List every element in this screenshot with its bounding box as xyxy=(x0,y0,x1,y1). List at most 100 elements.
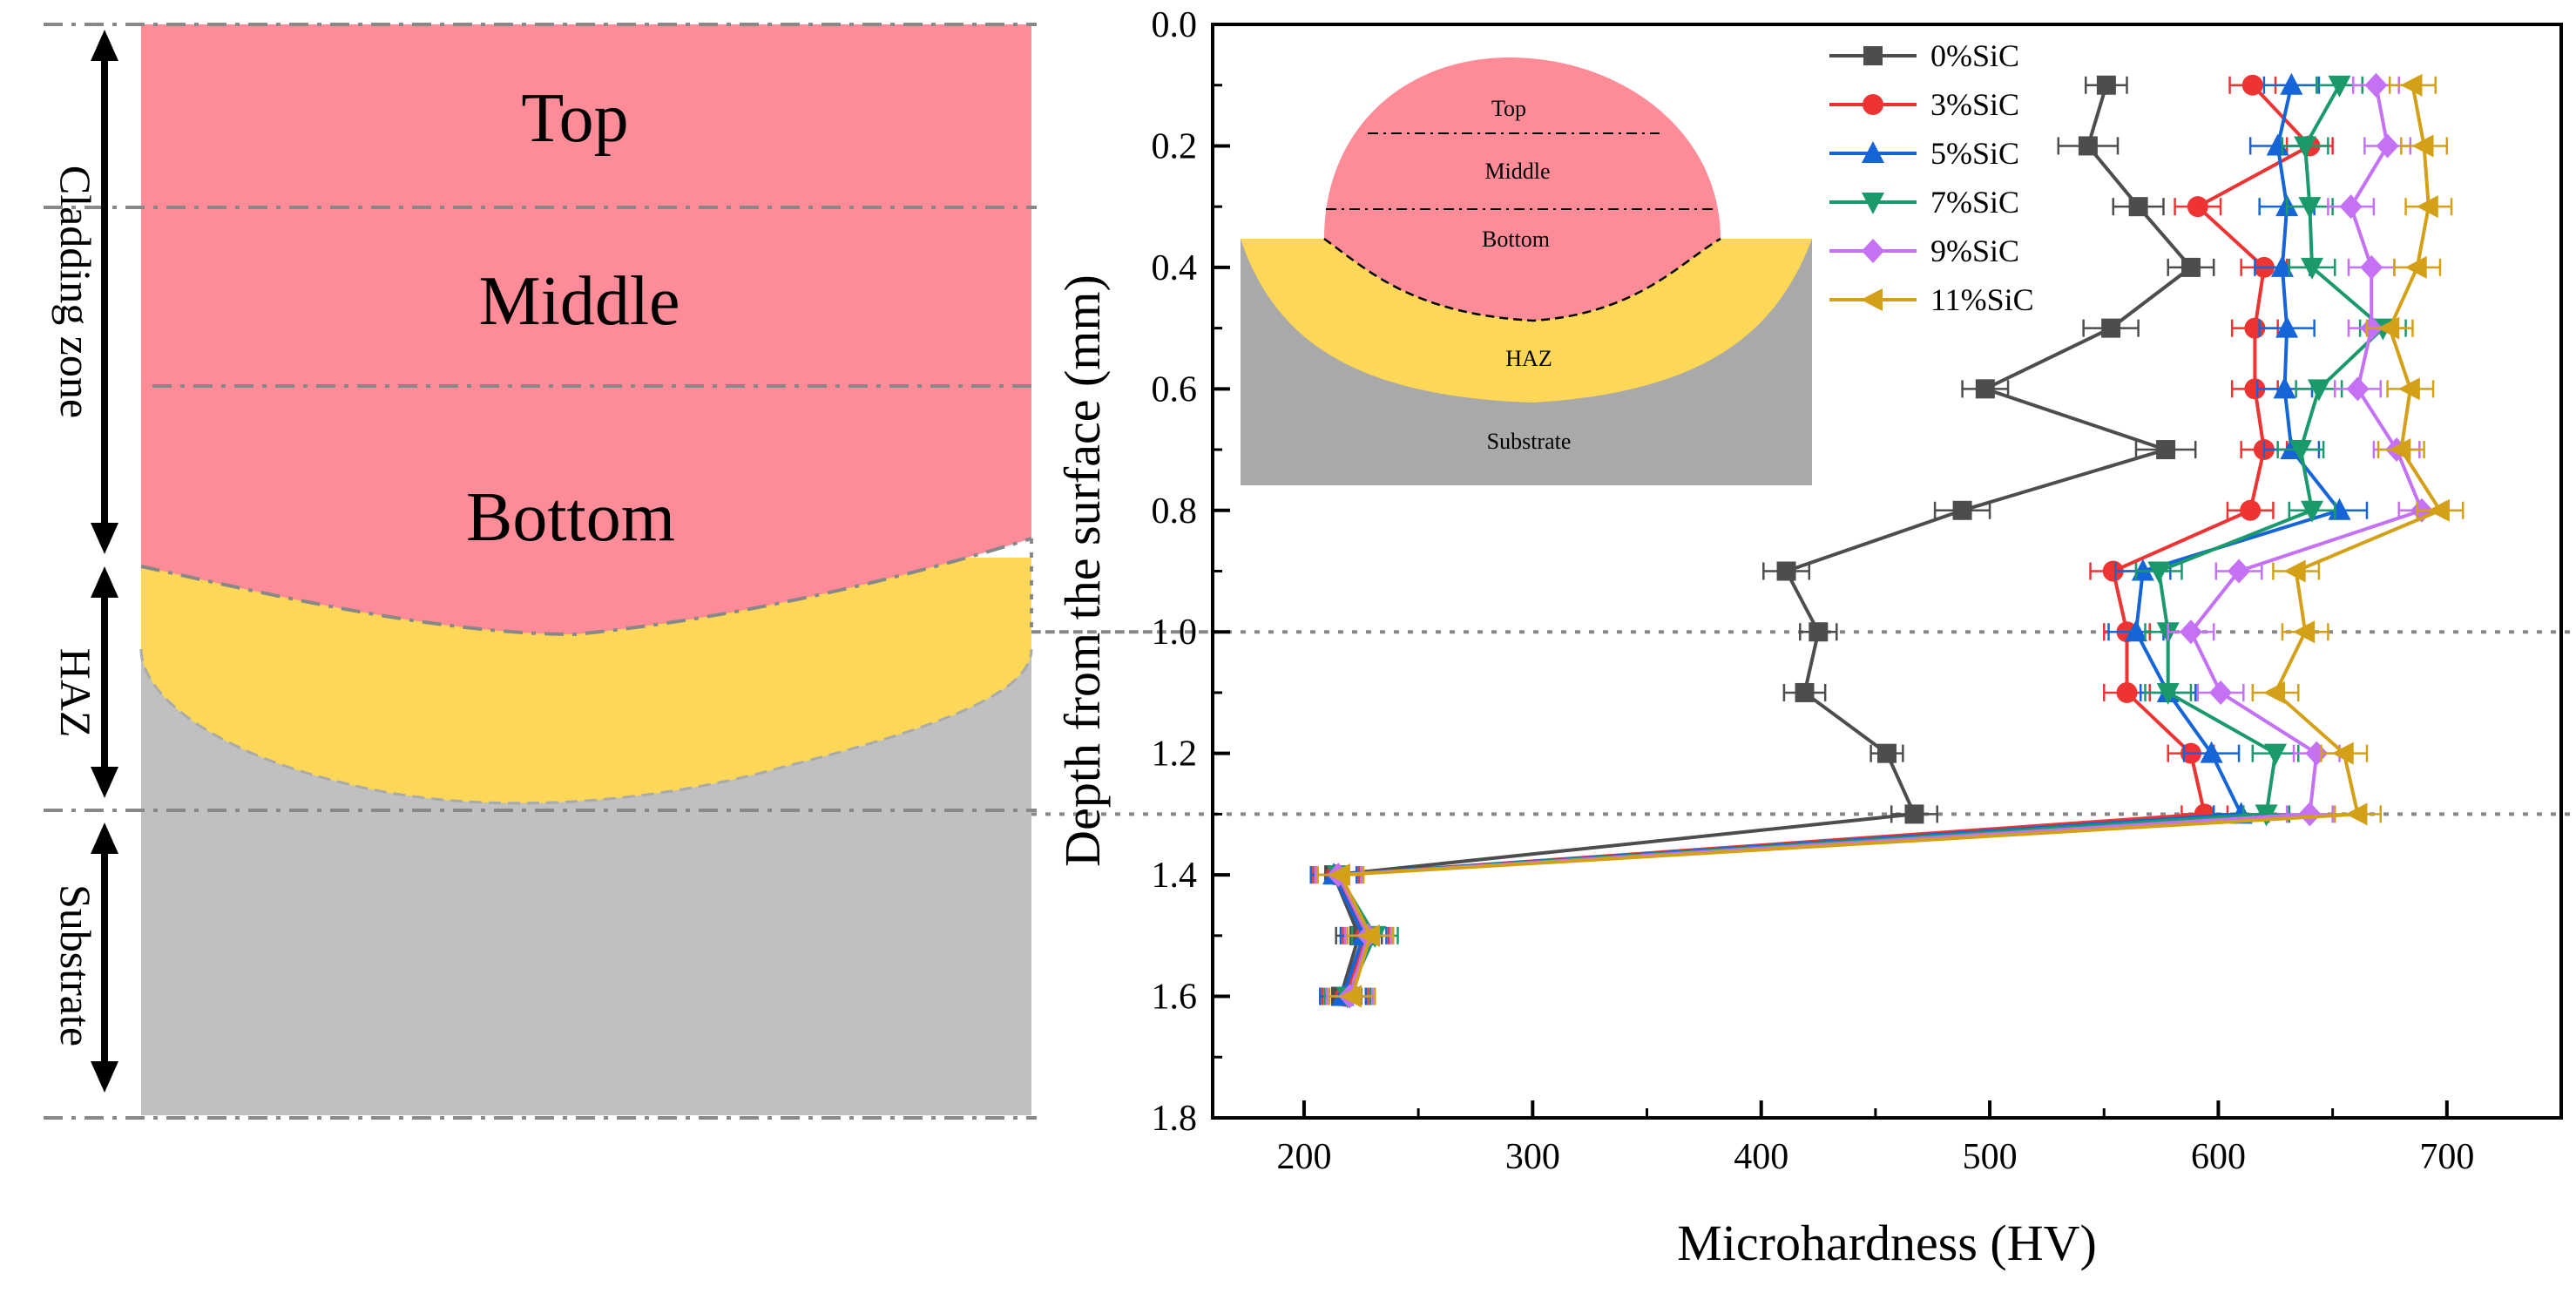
data-point xyxy=(2411,134,2434,158)
zone-label-middle: Middle xyxy=(478,263,679,340)
x-tick-label: 700 xyxy=(2419,1137,2474,1177)
reference-connector xyxy=(1030,538,1213,634)
y-tick-label: 0.8 xyxy=(1152,491,1198,531)
side-label-haz: HAZ xyxy=(51,648,100,738)
data-point xyxy=(1975,379,1995,399)
data-point xyxy=(1877,743,1897,763)
legend-marker xyxy=(1862,141,1884,163)
data-point xyxy=(1776,561,1796,581)
legend-label: 11%SiC xyxy=(1930,282,2034,317)
data-point xyxy=(2400,73,2423,97)
y-tick-label: 1.8 xyxy=(1152,1099,1198,1139)
y-tick-label: 0.6 xyxy=(1152,369,1198,410)
legend-item: 11%SiC xyxy=(1829,282,2034,317)
data-point xyxy=(2377,316,2400,340)
inset-label-haz: HAZ xyxy=(1505,346,1552,371)
series-line xyxy=(1337,85,2443,998)
y-tick-label: 0.4 xyxy=(1152,248,1198,288)
data-point xyxy=(2301,500,2324,523)
data-point xyxy=(2364,72,2388,98)
data-point xyxy=(2266,133,2289,156)
data-point xyxy=(2298,197,2322,220)
y-tick-label: 1.4 xyxy=(1152,856,1198,896)
y-tick-label: 1.2 xyxy=(1152,735,1198,775)
x-tick-label: 400 xyxy=(1734,1137,1788,1177)
data-point xyxy=(2360,254,2383,280)
data-point xyxy=(2289,440,2312,463)
data-point xyxy=(2102,560,2124,582)
zone-label-bottom: Bottom xyxy=(466,479,675,556)
legend-item: 7%SiC xyxy=(1829,185,2019,220)
data-point xyxy=(2240,499,2262,521)
data-point xyxy=(1340,985,1362,1008)
data-point xyxy=(2397,377,2420,401)
data-point xyxy=(2180,257,2201,277)
chart-panel: 200 300 400 500 600 700 0.0 0.2 0.4 0.6 0.8 1.0 1.2… xyxy=(1030,5,2576,1271)
y-tick-label: 0.0 xyxy=(1152,5,1198,45)
legend-label: 0%SiC xyxy=(1930,38,2019,73)
data-point xyxy=(2147,561,2171,584)
haz-region xyxy=(141,558,1031,803)
legend-marker xyxy=(1863,46,1883,65)
data-point xyxy=(2301,257,2324,280)
zone-label-top: Top xyxy=(521,80,628,157)
legend-marker xyxy=(1862,239,1884,263)
data-point xyxy=(2264,743,2288,766)
fusion-boundary-line xyxy=(140,537,1032,637)
legend-marker xyxy=(1863,94,1883,115)
inset-label-bottom: Bottom xyxy=(1482,227,1550,252)
inset-label-substrate: Substrate xyxy=(1487,429,1572,454)
data-point xyxy=(2187,196,2208,218)
data-point xyxy=(2345,802,2368,826)
x-tick-label: 500 xyxy=(1963,1137,2018,1177)
data-point xyxy=(2294,136,2317,159)
data-point xyxy=(2404,255,2427,279)
legend-marker xyxy=(1861,288,1883,311)
data-point xyxy=(2270,254,2294,277)
y-axis: 0.0 0.2 0.4 0.6 0.8 1.0 1.2 1.4 1.6 1.8 xyxy=(1152,5,1230,1139)
legend-label: 3%SiC xyxy=(1930,87,2019,122)
cladding-region xyxy=(141,24,1031,634)
data-point xyxy=(2131,558,2154,581)
legend-label: 5%SiC xyxy=(1930,136,2019,171)
data-point xyxy=(2427,498,2450,522)
data-point xyxy=(2096,75,2116,95)
y-tick-label: 0.2 xyxy=(1152,126,1198,166)
data-point xyxy=(2416,195,2438,219)
data-point xyxy=(2209,680,2233,705)
data-point xyxy=(2228,558,2251,584)
data-point xyxy=(2156,682,2180,705)
data-point xyxy=(2200,741,2223,763)
x-tick-label: 300 xyxy=(1505,1137,1560,1177)
haz-arrow xyxy=(91,566,118,798)
schematic-panel: Top Middle Bottom Cladding zone HAZ Subs… xyxy=(44,23,1037,1120)
legend: 0%SiC 3%SiC 5%SiC 7%SiC 9%SiC 11%SiC xyxy=(1829,38,2034,317)
data-point xyxy=(1952,500,1972,520)
y-tick-label: 1.6 xyxy=(1152,978,1198,1018)
legend-item: 5%SiC xyxy=(1829,136,2019,171)
side-label-cladding: Cladding zone xyxy=(51,166,100,418)
data-point xyxy=(2101,318,2121,338)
data-point xyxy=(2376,133,2399,159)
data-point xyxy=(2305,741,2329,766)
data-point xyxy=(1328,863,1350,887)
data-point xyxy=(2263,680,2286,704)
data-point xyxy=(2241,74,2263,96)
data-point xyxy=(2307,379,2330,402)
data-point xyxy=(2331,741,2354,765)
y-tick-label: 1.0 xyxy=(1152,613,1198,653)
data-point xyxy=(2293,620,2316,644)
data-point xyxy=(2156,440,2176,460)
inset-schematic: Top Middle Bottom HAZ Substrate xyxy=(1241,58,1812,485)
data-point xyxy=(2116,681,2138,703)
data-point xyxy=(2124,619,2147,642)
series-line xyxy=(1331,85,2194,998)
legend-item: 9%SiC xyxy=(1829,234,2019,268)
x-tick-label: 200 xyxy=(1276,1137,1331,1177)
legend-item: 3%SiC xyxy=(1829,87,2019,122)
inset-label-middle: Middle xyxy=(1484,159,1550,184)
y-axis-title: Depth from the surface (mm) xyxy=(1054,274,1111,867)
data-point xyxy=(2128,197,2148,217)
series-11%SiC xyxy=(1316,73,2464,1008)
data-point xyxy=(2179,619,2202,645)
